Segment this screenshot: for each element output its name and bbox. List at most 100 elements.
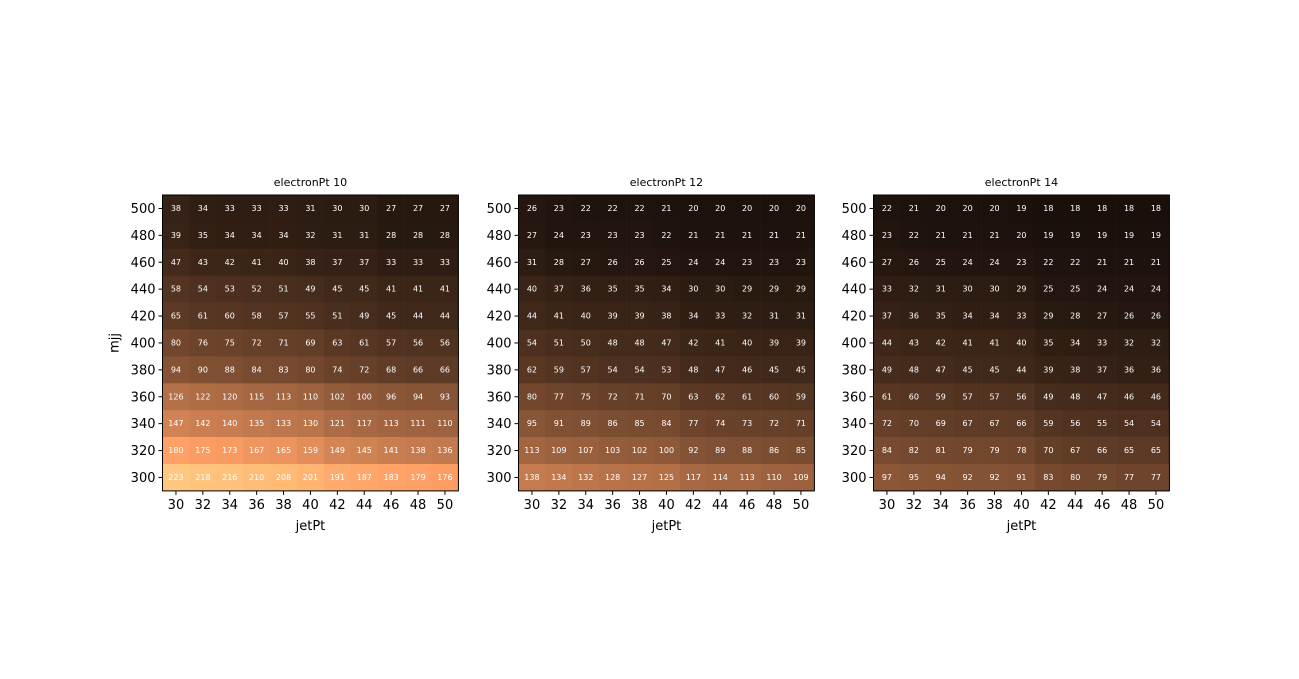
cell-value-label: 47 (171, 258, 181, 267)
cell-value-label: 19 (1124, 231, 1134, 240)
y-tick-label: 420 (131, 310, 156, 325)
cell-value-label: 53 (661, 365, 671, 374)
heatmap-cell (1088, 437, 1116, 465)
cell-value-label: 57 (278, 312, 288, 321)
cell-value-label: 20 (796, 204, 806, 213)
heatmap-cell (981, 248, 1009, 276)
heatmap-cell (787, 275, 815, 303)
cell-value-label: 34 (225, 231, 235, 240)
cell-value-label: 68 (386, 365, 396, 374)
cell-value-label: 54 (1151, 419, 1161, 428)
heatmap-cell (599, 356, 627, 384)
cell-value-label: 79 (963, 446, 973, 455)
heatmap-cell (270, 329, 298, 357)
cell-value-label: 23 (581, 231, 591, 240)
heatmap-cell (1061, 302, 1089, 330)
heatmap-cell (1061, 248, 1089, 276)
heatmap-cell (900, 410, 928, 438)
heatmap-cell (954, 275, 982, 303)
heatmap-cell (431, 329, 459, 357)
heatmap-cell (679, 302, 708, 330)
cell-value-label: 20 (963, 204, 973, 213)
heatmap-cell (1061, 275, 1089, 303)
heatmap-cell (270, 410, 298, 438)
cell-value-label: 173 (222, 446, 237, 455)
cell-value-label: 110 (437, 419, 452, 428)
heatmap-cell (270, 195, 298, 223)
heatmap-cell (1088, 302, 1116, 330)
cell-value-label: 21 (742, 231, 752, 240)
heatmap-cell (518, 437, 546, 465)
heatmap-cell (572, 464, 600, 492)
heatmap-cell (733, 195, 761, 223)
x-tick-label: 36 (248, 498, 265, 513)
heatmap-cell (518, 329, 546, 357)
cell-value-label: 45 (796, 365, 806, 374)
heatmap-cell (900, 248, 928, 276)
y-tick-label: 400 (842, 336, 867, 351)
heatmap-cell (599, 410, 627, 438)
heatmap-cell (1034, 410, 1063, 438)
cell-value-label: 45 (359, 285, 369, 294)
heatmap-cell (653, 356, 681, 384)
heatmap-cell (350, 383, 378, 411)
cell-value-label: 42 (936, 338, 946, 347)
heatmap-cell (270, 221, 298, 250)
heatmap-cell (873, 221, 901, 250)
heatmap-cell (900, 275, 928, 303)
heatmap-cell (760, 221, 788, 250)
heatmap-cell (653, 410, 681, 438)
heatmap-cell (162, 302, 190, 330)
heatmap-cell (900, 195, 928, 223)
heatmap-cell (162, 248, 190, 276)
cell-value-label: 114 (713, 473, 728, 482)
heatmap-cell (323, 302, 352, 330)
cell-value-label: 18 (1151, 204, 1161, 213)
cell-value-label: 145 (357, 446, 372, 455)
heatmap-cell (297, 221, 325, 250)
heatmap-cell (323, 464, 352, 492)
heatmap-cell (243, 464, 271, 492)
cell-value-label: 72 (769, 419, 779, 428)
heatmap-cell (243, 329, 271, 357)
heatmap-cell (927, 302, 955, 330)
cell-value-label: 85 (796, 446, 806, 455)
heatmap-cell (216, 195, 244, 223)
cell-value-label: 97 (882, 473, 892, 482)
cell-value-label: 63 (332, 338, 342, 347)
heatmap-cell (1061, 410, 1089, 438)
cell-value-label: 55 (305, 312, 315, 321)
cell-value-label: 35 (1043, 338, 1053, 347)
cell-value-label: 58 (252, 312, 262, 321)
heatmap-cell (377, 195, 405, 223)
cell-value-label: 24 (1151, 285, 1161, 294)
heatmap-cell (981, 410, 1009, 438)
heatmap-cell (431, 383, 459, 411)
heatmap-cell (350, 410, 378, 438)
cell-value-label: 72 (252, 338, 262, 347)
cell-value-label: 21 (989, 231, 999, 240)
cell-value-label: 84 (882, 446, 892, 455)
heatmap-cell (431, 248, 459, 276)
cell-value-label: 23 (882, 231, 892, 240)
cell-value-label: 122 (195, 392, 210, 401)
heatmap-cell (981, 195, 1009, 223)
cell-value-label: 41 (989, 338, 999, 347)
cell-value-label: 175 (195, 446, 210, 455)
cell-value-label: 47 (936, 365, 946, 374)
cell-value-label: 39 (171, 231, 181, 240)
heatmap-cell (162, 410, 190, 438)
heatmap-cell (1061, 437, 1089, 465)
cell-value-label: 79 (1097, 473, 1107, 482)
cell-value-label: 80 (527, 392, 537, 401)
cell-value-label: 40 (742, 338, 752, 347)
heatmap-cell (572, 329, 600, 357)
heatmap-cell (350, 221, 378, 250)
heatmap-cell (243, 275, 271, 303)
heatmap-cell (653, 437, 681, 465)
cell-value-label: 22 (1070, 258, 1080, 267)
heatmap-panel: electronPt 14 22 21 20 20 20 19 18 18 18 18 18 23 22 2… (842, 176, 1170, 534)
heatmap-cell (572, 195, 600, 223)
cell-value-label: 88 (225, 365, 235, 374)
heatmap-cell (1008, 302, 1036, 330)
